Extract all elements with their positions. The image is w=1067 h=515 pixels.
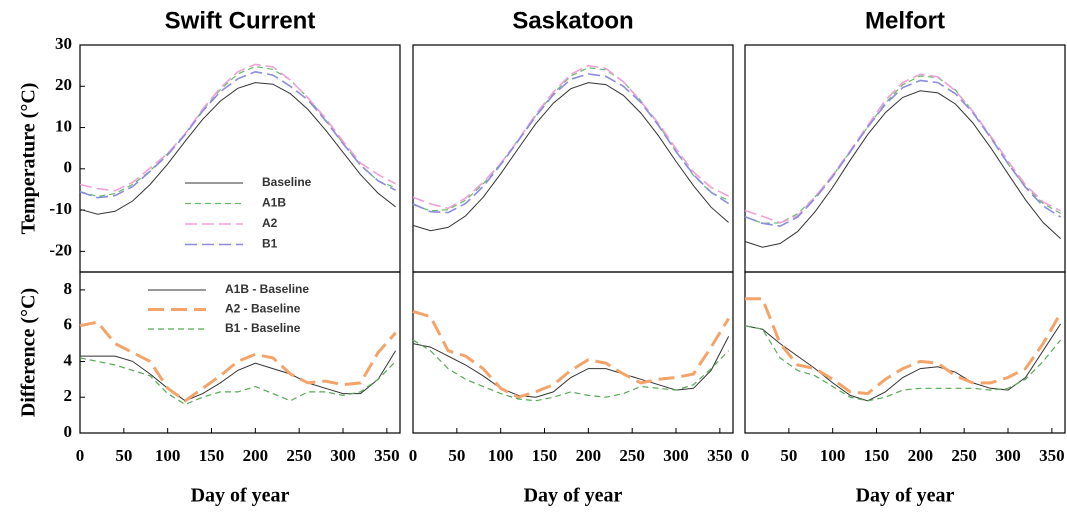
x-tick-label: 350 (1039, 446, 1065, 465)
x-tick-label: 100 (488, 446, 514, 465)
y-tick-label: 20 (55, 75, 72, 94)
legend-label: A2 (262, 216, 278, 230)
x-tick-label: 150 (532, 446, 558, 465)
legend-label: A1B (262, 196, 286, 210)
x-tick-label: 100 (820, 446, 846, 465)
series-line (79, 65, 396, 198)
series-line (744, 90, 1061, 248)
plot-frame (79, 44, 401, 273)
x-tick-label: 100 (155, 446, 181, 465)
plot-frame (744, 271, 1066, 434)
chart-title: Melfort (865, 7, 945, 34)
x-tick-label: 50 (448, 446, 465, 465)
chart-title: Swift Current (165, 7, 316, 34)
x-tick-label: 50 (115, 446, 132, 465)
series-line (744, 79, 1062, 228)
legend-label: B1 (262, 237, 278, 251)
x-tick-label: 250 (951, 446, 977, 465)
legend-label: Baseline (262, 175, 312, 189)
series-line (412, 309, 730, 399)
y-tick-label: -20 (49, 240, 72, 259)
x-tick-label: 300 (330, 446, 356, 465)
y-tick-label: 6 (64, 315, 73, 334)
x-tick-label: 250 (286, 446, 312, 465)
x-axis-label: Day of year (856, 485, 955, 507)
x-tick-label: 200 (243, 446, 269, 465)
series-line (412, 82, 729, 232)
x-tick-label: 300 (995, 446, 1021, 465)
x-tick-label: 300 (663, 446, 689, 465)
y-axis-label: Temperature (°C) (18, 83, 40, 235)
x-tick-label: 250 (619, 446, 645, 465)
x-tick-label: 350 (707, 446, 733, 465)
series-line (745, 297, 1062, 396)
x-tick-label: 200 (908, 446, 934, 465)
legend-label: A1B - Baseline (225, 282, 309, 296)
series-line (744, 73, 1061, 224)
legend-label: B1 - Baseline (225, 321, 301, 335)
series-line (79, 82, 396, 215)
x-tick-label: 200 (576, 446, 602, 465)
y-tick-label: 8 (64, 279, 73, 298)
series-line (80, 350, 397, 402)
series-line (79, 70, 396, 199)
x-tick-label: 150 (199, 446, 225, 465)
x-tick-label: 0 (76, 446, 85, 465)
plot-frame (744, 44, 1066, 273)
series-line (79, 63, 396, 192)
series-line (744, 325, 1062, 402)
y-tick-label: 0 (64, 422, 73, 441)
y-tick-label: 4 (64, 350, 73, 369)
x-tick-label: 350 (374, 446, 400, 465)
x-tick-label: 150 (864, 446, 890, 465)
plot-frame (412, 271, 734, 434)
y-tick-label: 30 (55, 34, 72, 53)
x-axis-label: Day of year (191, 485, 290, 507)
legend-label: A2 - Baseline (225, 302, 301, 316)
series-line (744, 323, 1062, 402)
y-tick-label: 10 (55, 116, 72, 135)
series-line (412, 64, 729, 210)
chart-title: Saskatoon (512, 7, 633, 34)
x-axis-label: Day of year (524, 485, 623, 507)
x-tick-label: 0 (409, 446, 418, 465)
y-tick-label: 2 (64, 386, 73, 405)
series-line (412, 339, 730, 402)
x-tick-label: 0 (741, 446, 750, 465)
y-tick-label: 0 (64, 158, 73, 177)
series-line (412, 336, 730, 398)
series-line (412, 73, 730, 214)
y-tick-label: -10 (49, 199, 72, 218)
y-axis-label: Difference (°C) (18, 288, 40, 417)
series-line (79, 357, 397, 406)
x-tick-label: 50 (780, 446, 797, 465)
series-line (744, 75, 1061, 224)
plot-frame (79, 271, 401, 434)
